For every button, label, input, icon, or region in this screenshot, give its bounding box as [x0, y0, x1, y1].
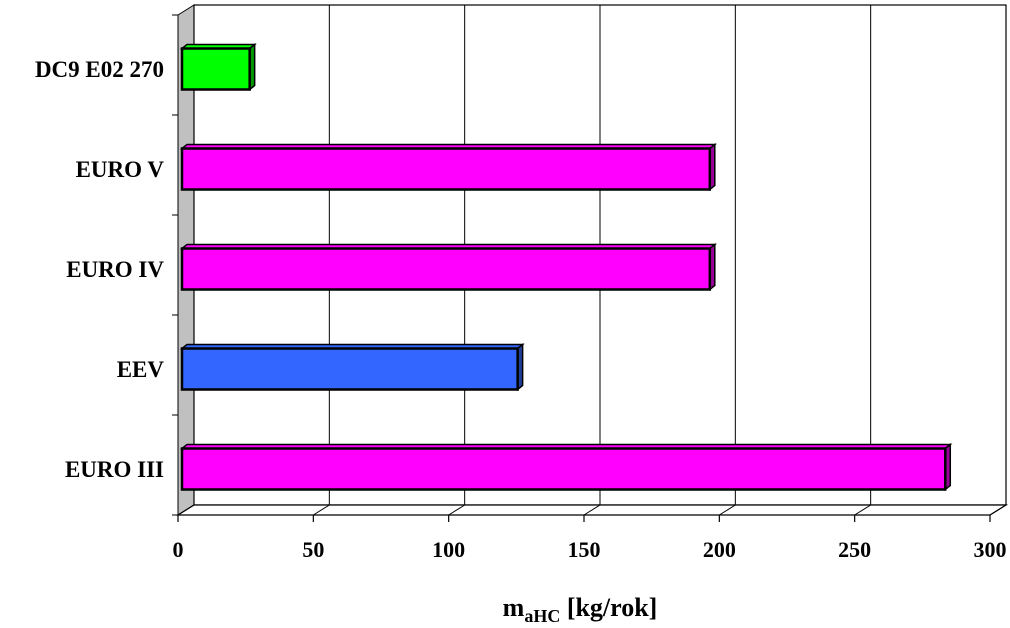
floor-grid-line: [719, 504, 736, 516]
floor-grid-line: [583, 504, 601, 516]
bar-front-face: [180, 47, 251, 91]
y-axis-labels: EURO III EEV EURO IV EURO V DC9 E02 270: [35, 14, 178, 516]
floor-grid-line: [177, 504, 195, 516]
category-label: EEV: [117, 357, 165, 382]
bars: [179, 42, 953, 492]
x-tick-label: 250: [838, 537, 871, 562]
x-tick-label: 300: [974, 537, 1007, 562]
bar-euro-v: [179, 142, 717, 192]
x-tick-label: 0: [173, 537, 184, 562]
bar-front-face: [180, 247, 712, 291]
bar-dc9-e02-270: [179, 42, 257, 92]
floor-grid-line: [854, 504, 871, 516]
bar-front-face: [180, 147, 712, 191]
x-tick-label: 50: [302, 537, 324, 562]
x-axis-title-main: m: [503, 593, 525, 622]
floor-grid-line: [313, 504, 330, 516]
category-label: DC9 E02 270: [35, 57, 164, 82]
floor-grid-line: [448, 504, 465, 516]
x-tick-label: 150: [568, 537, 601, 562]
bar-euro-iii: [179, 442, 953, 492]
x-axis-title-unit: [kg/rok]: [560, 593, 657, 622]
x-axis-ticks: 0 50 100 150 200 250 300: [173, 515, 1007, 562]
category-label: EURO III: [65, 457, 164, 482]
bar-front-face: [180, 447, 947, 491]
floor-grid-line: [989, 504, 1007, 516]
x-axis-title-subscript: aHC: [524, 606, 560, 626]
category-label: EURO V: [76, 157, 165, 182]
x-tick-label: 100: [432, 537, 465, 562]
bar-front-face: [180, 347, 519, 391]
category-label: EURO IV: [66, 257, 164, 282]
bar-euro-iv: [179, 242, 717, 292]
x-axis-title: maHC [kg/rok]: [503, 593, 658, 626]
x-tick-label: 200: [703, 537, 736, 562]
bar-eev: [179, 342, 525, 392]
